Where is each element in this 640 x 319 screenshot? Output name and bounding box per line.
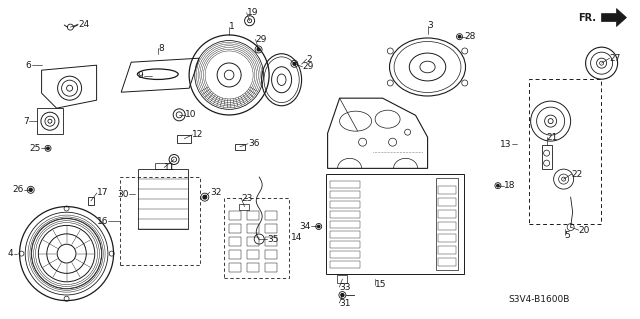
Circle shape [317, 225, 320, 228]
Circle shape [293, 63, 296, 65]
Bar [265, 263, 277, 272]
Text: 7: 7 [23, 117, 29, 126]
Text: 23: 23 [241, 194, 253, 203]
Text: 36: 36 [248, 139, 259, 148]
Polygon shape [602, 9, 627, 26]
Text: 29: 29 [255, 35, 267, 44]
Bar [229, 237, 241, 246]
Circle shape [257, 48, 260, 51]
Text: 6: 6 [26, 61, 31, 70]
Bar [330, 201, 360, 208]
Text: 3: 3 [428, 21, 433, 31]
Text: 2: 2 [307, 55, 312, 64]
Bar [155, 163, 172, 169]
Bar [337, 275, 348, 283]
Text: 27: 27 [609, 54, 621, 63]
Text: S3V4-B1600B: S3V4-B1600B [509, 295, 570, 304]
Bar [239, 204, 250, 210]
Bar [330, 241, 360, 248]
Bar [177, 135, 191, 143]
Text: FR.: FR. [579, 12, 596, 23]
Bar [37, 108, 63, 134]
Text: 13: 13 [500, 140, 511, 149]
Bar [265, 224, 277, 233]
Bar [247, 237, 259, 246]
Circle shape [29, 188, 32, 191]
Text: 21: 21 [547, 133, 558, 142]
Bar [265, 237, 277, 246]
Bar [229, 250, 241, 259]
Bar [229, 263, 241, 272]
Circle shape [341, 293, 344, 297]
Text: 22: 22 [572, 170, 583, 179]
Circle shape [203, 195, 207, 199]
Text: 28: 28 [465, 32, 476, 41]
Text: 5: 5 [564, 231, 570, 240]
Circle shape [458, 35, 461, 38]
Bar [330, 181, 360, 188]
Bar [529, 79, 600, 224]
Bar [438, 246, 456, 254]
Text: 25: 25 [29, 144, 41, 153]
Bar [541, 145, 552, 169]
Text: 32: 32 [210, 188, 221, 197]
Circle shape [497, 184, 499, 187]
Text: 18: 18 [504, 181, 515, 190]
Bar [247, 250, 259, 259]
Text: 19: 19 [246, 8, 258, 17]
Bar [330, 191, 360, 198]
Bar [326, 174, 465, 274]
Bar [436, 178, 458, 270]
Text: 12: 12 [192, 130, 204, 139]
Bar [235, 144, 245, 150]
Bar [247, 224, 259, 233]
Circle shape [47, 147, 49, 150]
Bar [265, 211, 277, 220]
Bar [247, 263, 259, 272]
Text: 4: 4 [8, 249, 13, 258]
Bar [330, 261, 360, 268]
Text: 20: 20 [579, 226, 590, 234]
Bar [438, 186, 456, 194]
Bar [438, 198, 456, 206]
Text: 17: 17 [97, 189, 108, 197]
Bar [330, 251, 360, 258]
Text: 1: 1 [229, 22, 235, 32]
Text: 15: 15 [374, 280, 386, 289]
Text: 35: 35 [268, 234, 278, 243]
Text: 16: 16 [97, 217, 108, 226]
Text: 10: 10 [185, 110, 196, 119]
Bar [438, 234, 456, 242]
Bar [247, 211, 259, 220]
Bar [330, 211, 360, 218]
Text: 8: 8 [158, 44, 164, 53]
Bar [229, 224, 241, 233]
Bar [438, 222, 456, 230]
Bar [88, 197, 94, 205]
Text: 29: 29 [303, 62, 314, 71]
Bar [229, 211, 241, 220]
Text: 9: 9 [138, 71, 143, 80]
Bar [224, 198, 289, 278]
Bar [330, 231, 360, 238]
Text: 24: 24 [79, 19, 90, 29]
Text: 33: 33 [339, 283, 351, 292]
Text: 34: 34 [300, 222, 311, 231]
Text: 14: 14 [291, 233, 302, 242]
Bar [138, 169, 188, 229]
Bar [265, 250, 277, 259]
Bar [438, 258, 456, 266]
Text: 31: 31 [339, 299, 351, 308]
Text: 26: 26 [12, 185, 24, 194]
Bar [438, 210, 456, 218]
Bar [120, 177, 200, 265]
Bar [330, 221, 360, 228]
Text: 30: 30 [118, 190, 129, 199]
Text: 11: 11 [164, 163, 175, 172]
